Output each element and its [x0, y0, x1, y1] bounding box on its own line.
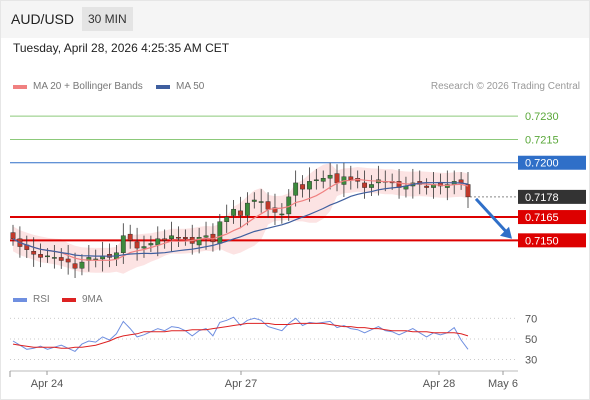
- candle-body: [65, 258, 71, 263]
- ma20-swatch: [13, 84, 27, 89]
- rsi-tick-label: 30: [525, 355, 537, 367]
- price-level-label: 0.7165: [525, 212, 559, 224]
- candle-body: [307, 181, 312, 190]
- time-tick-label: May 6: [488, 378, 518, 390]
- candle-body: [134, 241, 140, 249]
- candle-body: [217, 221, 223, 244]
- timestamp: Tuesday, April 28, 2026 4:25:35 AM CET: [13, 41, 230, 55]
- candle-body: [362, 182, 367, 188]
- candle-body: [155, 238, 161, 246]
- timeframe-badge[interactable]: 30 MIN: [82, 7, 133, 31]
- rsi-ma-line: [12, 322, 469, 349]
- legend-rsi: RSI: [13, 294, 50, 305]
- candle-body: [38, 254, 43, 258]
- ma20-line: [12, 178, 469, 261]
- legend-rsi-label: RSI: [33, 294, 50, 305]
- forecast-arrow-shaft: [474, 197, 510, 235]
- candle-body: [58, 257, 64, 261]
- candle-body: [182, 237, 188, 239]
- rsi-tick-label: 70: [525, 313, 537, 325]
- candle-body: [169, 235, 174, 239]
- candle-body: [72, 263, 78, 269]
- time-tick-label: Apr 27: [225, 378, 257, 390]
- candle-body: [244, 202, 250, 216]
- price-level-label: 0.7200: [525, 158, 559, 170]
- symbol-label: AUD/USD: [11, 11, 75, 27]
- candle-body: [196, 237, 202, 246]
- price-level-label: 0.7215: [525, 134, 559, 146]
- candle-body: [148, 243, 154, 246]
- header-bar: AUD/USD 30 MIN: [0, 0, 590, 38]
- candle-body: [300, 184, 305, 190]
- candle-body: [348, 176, 354, 181]
- candle-body: [45, 255, 50, 258]
- candle-body: [31, 250, 37, 255]
- candle-body: [279, 213, 285, 216]
- rsi-tick-label: 50: [525, 334, 537, 346]
- time-tick-label: Apr 28: [423, 378, 455, 390]
- rsi-line: [12, 316, 469, 353]
- legend-rsi-ma: 9MA: [62, 294, 103, 305]
- candle-body: [162, 238, 168, 241]
- forecast-arrow-head: [500, 226, 512, 239]
- candle-body: [327, 174, 333, 179]
- candle-body: [120, 235, 126, 253]
- price-level-tag: [518, 233, 586, 248]
- candle-body: [224, 216, 230, 222]
- candle-body: [293, 182, 299, 196]
- price-level-label: 0.7150: [525, 235, 559, 247]
- legend-ma20-label: MA 20 + Bollinger Bands: [33, 81, 143, 92]
- candle-body: [51, 257, 57, 259]
- candle-body: [334, 173, 340, 184]
- candle-body: [231, 209, 237, 216]
- legend-ma50: MA 50: [156, 81, 204, 92]
- candle-body: [127, 233, 133, 241]
- price-level-tag: [518, 210, 586, 225]
- candle-body: [272, 207, 278, 213]
- price-level-tag: [518, 189, 586, 204]
- candle-body: [141, 246, 147, 249]
- price-level-tag: [518, 155, 586, 170]
- ma50-line: [12, 181, 469, 257]
- candle-body: [79, 261, 85, 269]
- candle-body: [251, 199, 257, 202]
- credit-text: Research © 2026 Trading Central: [430, 81, 580, 92]
- candle-body: [10, 232, 16, 239]
- candle-body: [424, 185, 430, 188]
- candle-body: [369, 184, 374, 188]
- rsi-swatch: [13, 297, 27, 302]
- price-level-label: 0.7178: [525, 192, 559, 204]
- candle-body: [313, 179, 319, 182]
- candle-body: [176, 237, 181, 239]
- candle-body: [258, 201, 264, 203]
- ma50-swatch: [156, 84, 170, 89]
- candle-body: [444, 184, 450, 188]
- price-level-label: 0.7230: [525, 111, 559, 123]
- legend-rsi-ma-label: 9MA: [82, 294, 103, 305]
- candle-body: [265, 201, 271, 210]
- time-tick-label: Apr 24: [31, 378, 63, 390]
- candle-body: [320, 178, 326, 182]
- legend-ma50-label: MA 50: [176, 81, 205, 92]
- rsi-ma-swatch: [62, 297, 76, 302]
- candle-body: [238, 210, 243, 216]
- legend-ma20: MA 20 + Bollinger Bands: [13, 81, 143, 92]
- candle-body: [203, 235, 209, 238]
- candle-body: [465, 184, 471, 198]
